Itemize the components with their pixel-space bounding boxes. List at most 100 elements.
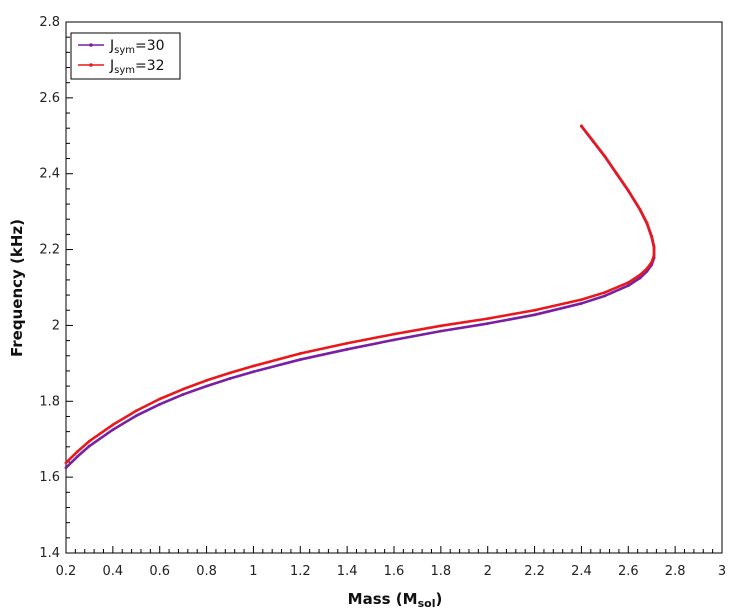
x-tick-label: 1.4 [337,564,358,579]
series-point-jsym32 [486,317,490,321]
series-point-jsym30 [228,377,232,380]
x-tick-label: 0.6 [149,564,170,579]
legend-label-jsym30-rest: =30 [135,38,165,54]
series-point-jsym32 [591,139,595,143]
series-point-jsym30 [603,294,607,298]
legend-label-jsym32-sub: sym [114,65,135,76]
series-point-jsym32 [533,308,536,312]
x-tick-label: 0.2 [56,564,77,579]
legend-item-jsym30: Jsym=30 [78,38,165,56]
series-line-jsym32 [64,124,656,465]
x-tick-label: 2.4 [571,564,592,579]
y-tick-label: 2 [52,318,60,333]
series-point-jsym32 [650,260,654,264]
series-point-jsym32 [298,352,302,355]
series-point-jsym32 [76,449,80,453]
legend-label-jsym32-rest: =32 [135,58,165,74]
series-point-jsym32 [645,221,649,225]
x-axis-title-main: Mass (M [348,590,418,608]
series-point-jsym32 [181,387,185,391]
series-point-jsym32 [111,423,115,427]
y-tick-label: 2.8 [39,15,60,30]
plot-area [65,21,723,554]
x-tick-label: 1.8 [431,564,452,579]
legend-label-jsym30-main: J [109,38,114,54]
series-point-jsym32 [134,409,138,413]
series-point-jsym30 [533,313,536,317]
series-point-jsym32 [88,439,91,443]
x-axis-title-sub: sol [418,597,436,610]
y-tick-label: 2.4 [39,167,60,182]
y-axis-title: Frequency (kHz) [8,219,26,357]
x-tick-label: 1.6 [384,564,405,579]
legend-box [70,32,181,80]
y-axis-ticks: 1.4 1.6 1.8 2 2.2 2.4 2.6 2.8 [39,15,73,561]
series-point-jsym32 [626,189,630,192]
series-point-jsym32 [638,273,642,277]
series-point-jsym32 [626,281,630,284]
series-point-jsym30 [76,454,80,458]
legend-label-jsym30-sub: sym [114,45,135,56]
legend-label-jsym32: Jsym=32 [109,58,165,76]
series-point-jsym32 [638,207,642,211]
series-point-jsym30 [88,444,91,448]
legend-label-jsym32-main: J [109,58,114,74]
y-tick-label: 1.4 [39,546,60,561]
x-axis-ticks: 0.2 0.4 0.6 0.8 1 1.2 1.4 1.6 1.8 2 2.2 2.4 2.6 2.8 3 [56,546,726,579]
series-point-jsym30 [111,428,115,432]
y-tick-label: 1.6 [39,470,60,485]
series-point-jsym30 [345,347,349,351]
y-tick-label: 1.8 [39,394,60,409]
series-point-jsym30 [181,393,185,396]
series-point-jsym32 [580,124,583,128]
series-layer [64,124,656,470]
series-point-jsym30 [638,276,642,280]
x-tick-label: 1.2 [290,564,311,579]
series-point-jsym30 [580,302,583,305]
series-point-jsym32 [158,397,162,401]
x-tick-label: 1 [249,564,257,579]
series-point-jsym32 [228,371,232,375]
series-point-jsym30 [298,358,302,361]
series-point-jsym30 [626,284,630,288]
x-tick-label: 0.4 [103,564,124,579]
series-point-jsym30 [392,338,396,342]
series-point-jsym32 [652,245,656,248]
series-point-jsym32 [645,267,649,270]
legend-label-jsym30: Jsym=30 [109,38,165,56]
series-point-jsym32 [603,154,607,158]
x-tick-label: 2 [484,564,492,579]
series-point-jsym30 [486,322,490,325]
series-point-jsym30 [252,370,255,374]
series-point-jsym32 [64,461,68,465]
legend: Jsym=30 Jsym=32 [70,32,181,80]
series-point-jsym32 [345,341,349,345]
x-tick-label: 2.2 [524,564,545,579]
series-point-jsym32 [650,234,654,238]
x-tick-label: 3 [718,564,726,579]
y-tick-label: 2.6 [39,91,60,106]
legend-marker-jsym30 [89,43,93,47]
series-point-jsym32 [615,171,618,175]
x-tick-label: 2.8 [665,564,686,579]
series-point-jsym32 [603,291,607,294]
legend-marker-jsym32 [89,63,93,67]
series-point-jsym32 [205,379,208,382]
series-point-jsym30 [205,384,208,388]
series-point-jsym30 [134,414,138,418]
legend-item-jsym32: Jsym=32 [78,58,165,76]
x-axis-title: Mass (Msol) [348,590,443,610]
series-point-jsym32 [652,253,656,257]
series-point-jsym32 [580,298,583,302]
y-tick-label: 2.2 [39,243,60,258]
series-point-jsym30 [439,329,443,333]
series-point-jsym30 [158,402,162,406]
series-point-jsym32 [439,324,443,328]
series-point-jsym32 [392,332,396,336]
series-point-jsym30 [64,466,68,470]
series-point-jsym32 [252,364,255,368]
x-tick-label: 2.6 [618,564,639,579]
x-axis-title-end: ) [435,590,442,608]
x-tick-label: 0.8 [196,564,217,579]
